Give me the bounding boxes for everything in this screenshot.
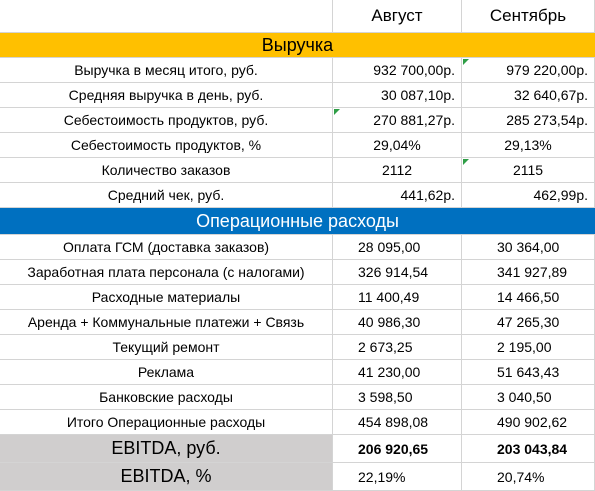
row-label: Оплата ГСМ (доставка заказов) xyxy=(0,235,333,260)
value-cell: 2 195,00 xyxy=(462,335,595,360)
value-cell: 441,62р. xyxy=(333,183,462,208)
value-cell: 454 898,08 xyxy=(333,410,462,435)
value-cell: 462,99р. xyxy=(462,183,595,208)
cell-flag xyxy=(334,109,340,115)
value-cell: 40 986,30 xyxy=(333,310,462,335)
row-label: Расходные материалы xyxy=(0,285,333,310)
row-label: Средняя выручка в день, руб. xyxy=(0,83,333,108)
value-cell: 341 927,89 xyxy=(462,260,595,285)
value-cell: 47 265,30 xyxy=(462,310,595,335)
value-cell: 14 466,50 xyxy=(462,285,595,310)
value-cell: 285 273,54р. xyxy=(462,108,595,133)
cell-flag xyxy=(463,59,469,65)
value-cell: 2 673,25 xyxy=(333,335,462,360)
section-title: Выручка xyxy=(0,33,595,58)
row-label: Аренда + Коммунальные платежи + Связь xyxy=(0,310,333,335)
row-label: Средний чек, руб. xyxy=(0,183,333,208)
row-label: Итого Операционные расходы xyxy=(0,410,333,435)
summary-label: EBITDA, руб. xyxy=(0,435,333,463)
value-cell: 3 598,50 xyxy=(333,385,462,410)
value-cell: 326 914,54 xyxy=(333,260,462,285)
row-label: Реклама xyxy=(0,360,333,385)
row-label: Текущий ремонт xyxy=(0,335,333,360)
row-label: Себестоимость продуктов, % xyxy=(0,133,333,158)
value-cell: 51 643,43 xyxy=(462,360,595,385)
value-cell: 28 095,00 xyxy=(333,235,462,260)
column-header: Август xyxy=(333,0,462,33)
value-cell: 2115 xyxy=(462,158,595,183)
cell-flag xyxy=(463,159,469,165)
row-label: Количество заказов xyxy=(0,158,333,183)
row-label: Заработная плата персонала (с налогами) xyxy=(0,260,333,285)
value-cell: 3 040,50 xyxy=(462,385,595,410)
row-label: Себестоимость продуктов, руб. xyxy=(0,108,333,133)
row-label: Выручка в месяц итого, руб. xyxy=(0,58,333,83)
value-cell: 29,04% xyxy=(333,133,462,158)
value-cell: 30 087,10р. xyxy=(333,83,462,108)
row-label: Банковские расходы xyxy=(0,385,333,410)
value-cell: 490 902,62 xyxy=(462,410,595,435)
value-cell: 270 881,27р. xyxy=(333,108,462,133)
column-header: Сентябрь xyxy=(462,0,595,33)
summary-value: 20,74% xyxy=(462,463,595,491)
value-cell: 11 400,49 xyxy=(333,285,462,310)
value-cell: 29,13% xyxy=(462,133,595,158)
header-blank xyxy=(0,0,333,33)
value-cell: 932 700,00р. xyxy=(333,58,462,83)
value-cell: 2112 xyxy=(333,158,462,183)
value-cell: 979 220,00р. xyxy=(462,58,595,83)
section-title: Операционные расходы xyxy=(0,208,595,235)
summary-value: 203 043,84 xyxy=(462,435,595,463)
summary-value: 206 920,65 xyxy=(333,435,462,463)
summary-label: EBITDA, % xyxy=(0,463,333,491)
summary-value: 22,19% xyxy=(333,463,462,491)
value-cell: 30 364,00 xyxy=(462,235,595,260)
value-cell: 41 230,00 xyxy=(333,360,462,385)
value-cell: 32 640,67р. xyxy=(462,83,595,108)
